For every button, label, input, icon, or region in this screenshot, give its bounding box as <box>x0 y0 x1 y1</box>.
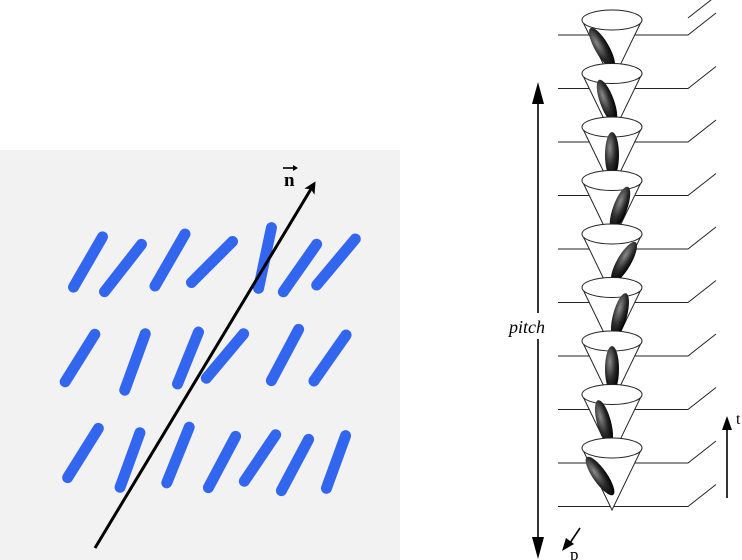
lc-molecule-ellipsoid <box>605 132 619 178</box>
lc-molecule-ellipsoid <box>594 400 614 445</box>
smectic-layer-plane <box>687 0 712 19</box>
lc-molecule <box>238 429 282 487</box>
lc-molecule <box>149 228 191 292</box>
cone-rim <box>581 170 643 191</box>
smectic-background <box>0 150 400 560</box>
polarization-arrowhead-icon <box>562 538 574 551</box>
cone-rim <box>581 63 643 84</box>
t-label: t <box>736 411 741 428</box>
lc-molecule <box>119 328 151 396</box>
lc-molecule-ellipsoid <box>609 186 631 231</box>
t-axis-arrowhead-icon <box>722 416 732 430</box>
lc-molecule-ellipsoid <box>585 456 615 496</box>
cone-rim <box>581 437 643 459</box>
director-label-group: n <box>283 165 298 191</box>
lc-molecule-ellipsoid <box>596 79 618 124</box>
helix-panel: pitch p t <box>507 0 741 560</box>
lc-molecule <box>200 328 250 384</box>
lc-molecule <box>311 233 361 291</box>
lc-molecule <box>265 323 305 387</box>
lc-molecule <box>68 231 108 293</box>
lc-molecule <box>308 329 352 387</box>
lc-molecule-ellipsoid <box>611 241 637 283</box>
pitch-arrowhead-bottom-icon <box>532 537 544 559</box>
cone-rim <box>581 9 643 31</box>
pitch-label-bg <box>508 313 566 339</box>
smectic-c-panel: n <box>0 150 400 560</box>
lc-molecule-ellipsoid <box>589 27 615 69</box>
lc-molecule <box>161 421 195 489</box>
pitch-label: pitch <box>507 317 545 337</box>
lc-molecule <box>99 238 147 298</box>
cone-rim <box>581 277 643 298</box>
cone-rim <box>581 384 643 405</box>
lc-molecule-ellipsoid <box>605 346 619 392</box>
lc-molecule <box>114 427 146 493</box>
director-arrow <box>93 181 316 549</box>
lc-molecule <box>185 235 239 289</box>
lc-molecule <box>275 433 315 497</box>
lc-molecule-ellipsoid <box>610 293 630 338</box>
lc-molecule <box>277 238 323 298</box>
smectic-layer-plane <box>558 484 717 507</box>
lc-molecule <box>320 430 352 494</box>
director-label: n <box>284 170 295 191</box>
lc-molecule <box>62 422 104 484</box>
molecule-group <box>59 222 361 497</box>
p-label: p <box>570 545 579 560</box>
lc-molecule <box>253 222 277 294</box>
vector-arrowhead-icon <box>293 165 298 171</box>
cone-rim <box>581 223 643 245</box>
lc-molecule <box>202 430 242 494</box>
pitch-arrowhead-top-icon <box>532 82 544 104</box>
precession-cones <box>581 9 643 512</box>
lc-molecule <box>172 326 204 390</box>
lc-molecule <box>59 328 101 388</box>
